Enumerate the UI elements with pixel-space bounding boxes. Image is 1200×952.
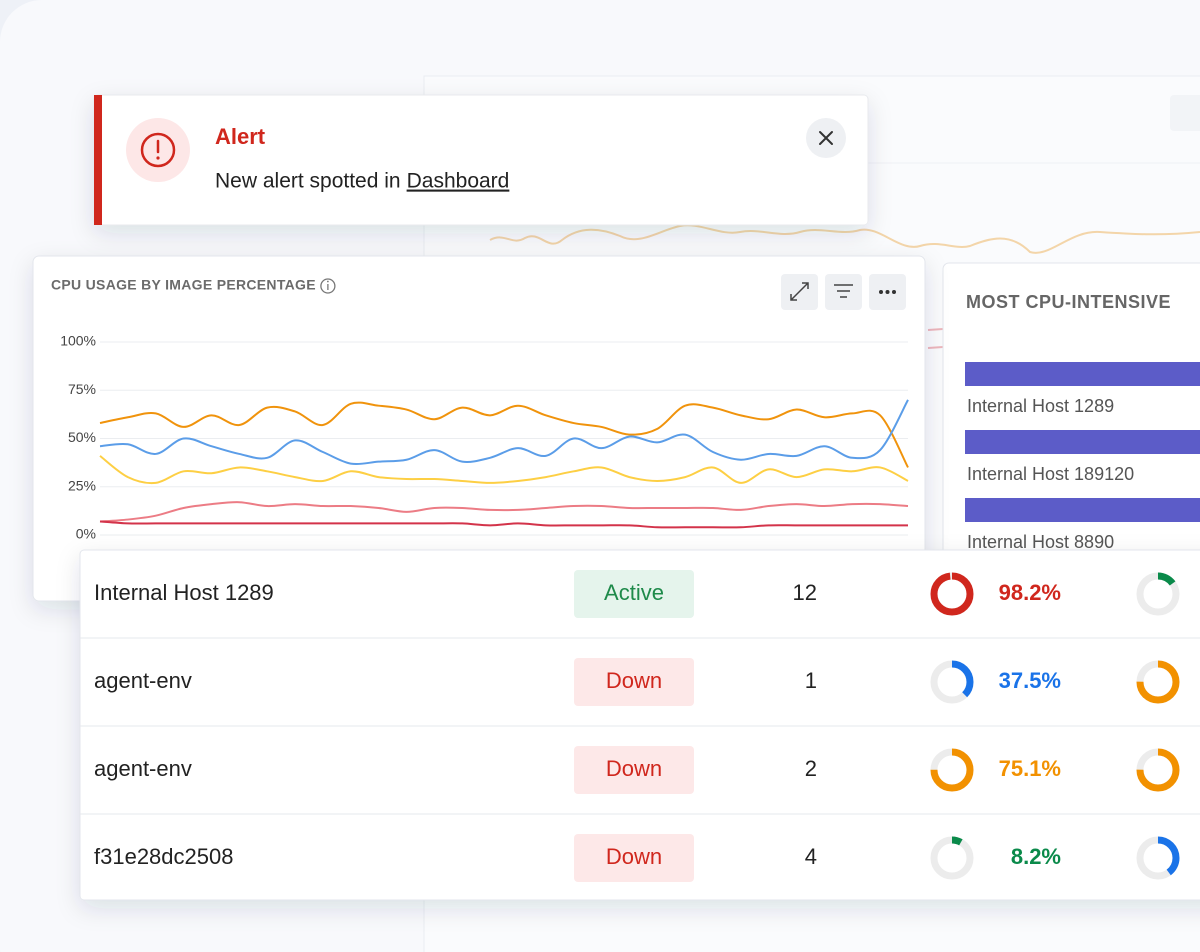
table-row[interactable]: f31e28dc2508 Down 4 8.2% xyxy=(80,813,1200,882)
cpu-card-title: CPU USAGE BY IMAGE PERCENTAGE xyxy=(51,277,316,293)
status-badge xyxy=(574,570,694,618)
donut-arc xyxy=(930,660,974,704)
count: 1 xyxy=(805,668,817,693)
expand-button[interactable] xyxy=(781,274,818,310)
cpu-percent: 37.5% xyxy=(999,668,1061,693)
table-row[interactable]: Internal Host 1289 Active 12 98.2% xyxy=(94,570,1061,618)
count: 4 xyxy=(805,844,817,869)
cpu-percent: 8.2% xyxy=(1011,844,1061,869)
count: 12 xyxy=(793,580,817,605)
host-bar xyxy=(965,362,1200,386)
filter-button[interactable] xyxy=(825,274,862,310)
y-tick-label: 0% xyxy=(76,526,96,542)
count: 2 xyxy=(805,756,817,781)
host-name: Internal Host 1289 xyxy=(94,580,274,605)
host-label: Internal Host 8890 xyxy=(967,532,1114,552)
donut-arc xyxy=(930,572,974,616)
y-tick-label: 100% xyxy=(60,333,96,349)
info-icon[interactable] xyxy=(320,278,336,294)
more-button[interactable] xyxy=(869,274,906,310)
status-text: Down xyxy=(606,756,662,781)
top-hosts-title: MOST CPU-INTENSIVE xyxy=(966,292,1171,312)
y-tick-label: 50% xyxy=(68,429,96,445)
host-label: Internal Host 189120 xyxy=(967,464,1134,484)
donut-arc xyxy=(930,748,974,792)
status-badge xyxy=(574,834,694,882)
host-bar xyxy=(965,430,1200,454)
alert-toast xyxy=(93,94,869,226)
series-line xyxy=(99,455,909,485)
alert-icon-ring xyxy=(140,132,176,168)
alert-message: New alert spotted in xyxy=(215,170,401,193)
host-label: Internal Host 1289 xyxy=(967,396,1114,416)
status-badge xyxy=(574,658,694,706)
host-name: agent-env xyxy=(94,668,192,693)
series-line xyxy=(99,520,908,529)
status-badge xyxy=(574,746,694,794)
cpu-percent: 98.2% xyxy=(999,580,1061,605)
y-tick-label: 75% xyxy=(68,381,96,397)
status-text: Active xyxy=(604,580,664,605)
series-line xyxy=(99,501,909,523)
alert-link[interactable]: Dashboard xyxy=(407,170,510,193)
alert-accent xyxy=(94,95,102,225)
close-button[interactable] xyxy=(806,118,846,158)
host-name: agent-env xyxy=(94,756,192,781)
table-row[interactable]: agent-env Down 2 75.1% xyxy=(80,725,1200,794)
table-row[interactable]: agent-env Down 1 37.5% xyxy=(80,637,1200,706)
series-line xyxy=(99,399,909,466)
series-line xyxy=(99,401,909,468)
alert-title: Alert xyxy=(215,124,266,149)
host-name: f31e28dc2508 xyxy=(94,844,233,869)
alert-icon-dot xyxy=(156,156,160,160)
y-tick-label: 25% xyxy=(68,477,96,493)
donut-arc xyxy=(930,836,974,880)
status-text: Down xyxy=(606,668,662,693)
host-bar xyxy=(965,498,1200,522)
secondary-donuts xyxy=(1136,572,1180,880)
status-text: Down xyxy=(606,844,662,869)
cpu-percent: 75.1% xyxy=(999,756,1061,781)
